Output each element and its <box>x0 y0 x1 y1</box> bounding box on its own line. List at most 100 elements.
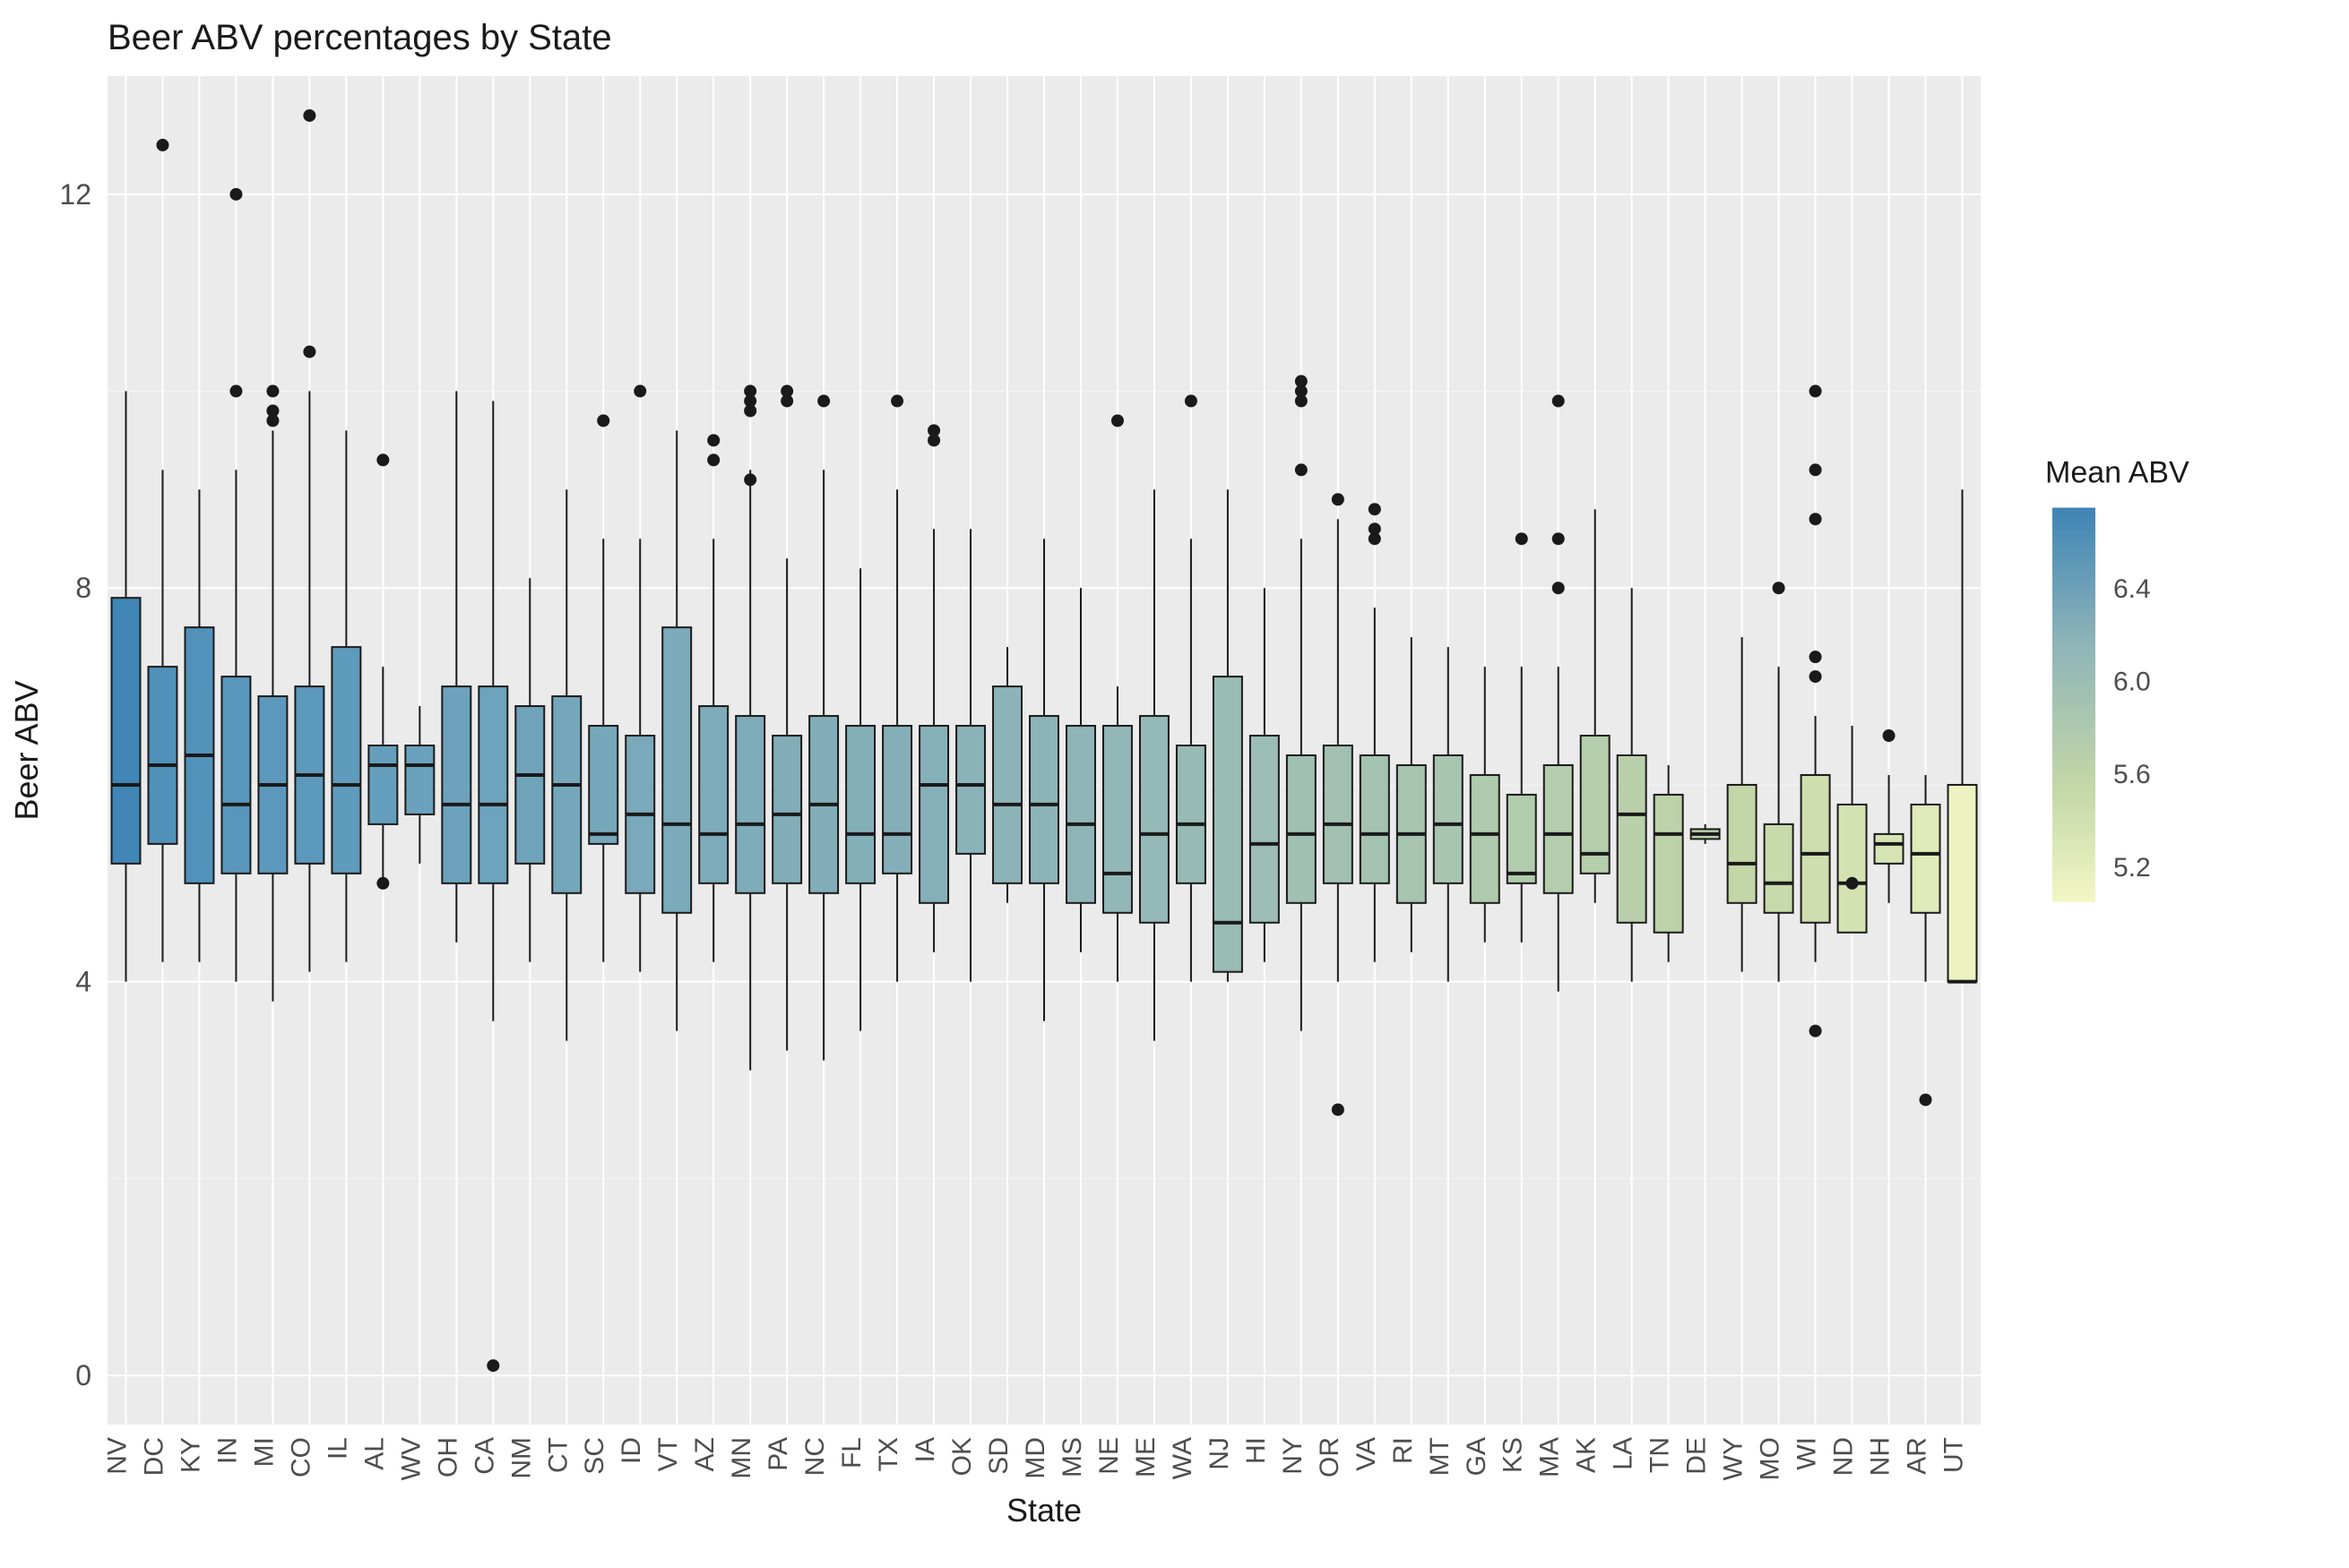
outlier-point <box>303 109 315 122</box>
outlier-point <box>229 385 242 398</box>
boxplot-box <box>1507 795 1536 883</box>
boxplot-box <box>699 706 728 883</box>
outlier-point <box>1369 522 1381 535</box>
outlier-point <box>376 453 389 466</box>
x-tick-label: SC <box>580 1437 609 1475</box>
x-tick-label: PA <box>764 1437 793 1471</box>
boxplot-box <box>736 716 764 893</box>
boxplot-box <box>1912 805 1940 913</box>
outlier-point <box>1809 385 1822 398</box>
x-tick-label: WI <box>1792 1437 1822 1470</box>
chart-container: Beer ABV percentages by State 04812NVDCK… <box>0 0 2349 1568</box>
x-tick-label: HI <box>1241 1437 1271 1464</box>
x-tick-label: ME <box>1131 1437 1161 1478</box>
boxplot-box <box>552 696 581 893</box>
x-tick-label: NJ <box>1205 1437 1234 1470</box>
x-tick-label: RI <box>1388 1437 1418 1464</box>
boxplot-box <box>1103 726 1132 913</box>
x-tick-label: AK <box>1572 1437 1602 1473</box>
boxplot-box <box>846 726 875 883</box>
boxplot-box <box>1067 726 1095 903</box>
boxplot-box <box>993 686 1022 883</box>
boxplot-box <box>1360 755 1389 883</box>
x-axis-label: State <box>1006 1492 1082 1529</box>
boxplot-box <box>1434 755 1463 883</box>
x-tick-label: MD <box>1021 1437 1050 1479</box>
x-tick-label: NE <box>1094 1437 1124 1475</box>
outlier-point <box>1809 463 1822 476</box>
x-tick-label: ID <box>617 1437 646 1464</box>
outlier-point <box>1883 729 1896 742</box>
boxplot-box <box>883 726 911 874</box>
boxplot-box <box>1838 805 1867 933</box>
legend-title: Mean ABV <box>2045 456 2189 490</box>
x-tick-label: MS <box>1058 1437 1087 1478</box>
boxplot-box <box>479 686 507 883</box>
x-tick-label: NV <box>102 1437 132 1475</box>
x-tick-label: KS <box>1498 1437 1528 1473</box>
outlier-point <box>1332 493 1344 505</box>
outlier-point <box>1809 650 1822 663</box>
x-tick-label: GA <box>1462 1437 1491 1476</box>
x-tick-label: OK <box>947 1437 977 1476</box>
outlier-point <box>1809 1025 1822 1038</box>
boxplot-box <box>1213 676 1242 972</box>
x-tick-label: IL <box>323 1437 352 1460</box>
boxplot-box <box>1948 785 1977 982</box>
x-tick-label: MT <box>1425 1437 1455 1476</box>
chart-svg: Beer ABV percentages by State 04812NVDCK… <box>0 0 2349 1568</box>
outlier-point <box>1920 1093 1932 1106</box>
x-tick-label: IA <box>911 1437 940 1462</box>
y-tick-label: 8 <box>75 572 91 604</box>
x-tick-label: NM <box>506 1437 536 1479</box>
outlier-point <box>266 405 279 418</box>
boxplot-box <box>1140 716 1169 923</box>
x-tick-label: VT <box>653 1437 683 1471</box>
outlier-point <box>487 1359 499 1372</box>
boxplot-box <box>1654 795 1683 933</box>
plot-panel: 04812NVDCKYINMICOILALWVOHCANMCTSCIDVTAZM… <box>59 76 1981 1480</box>
boxplot-box <box>589 726 617 844</box>
outlier-point <box>1552 532 1565 545</box>
x-tick-label: LA <box>1609 1437 1638 1470</box>
outlier-point <box>1369 503 1381 515</box>
x-tick-label: MO <box>1756 1437 1785 1480</box>
boxplot-box <box>1287 755 1316 903</box>
x-tick-label: MN <box>727 1437 756 1479</box>
boxplot-box <box>1765 824 1793 913</box>
boxplot-box <box>920 726 948 903</box>
x-tick-label: NY <box>1278 1437 1308 1475</box>
x-tick-label: UT <box>1939 1437 1969 1473</box>
x-tick-label: MI <box>249 1437 279 1467</box>
outlier-point <box>1516 532 1528 545</box>
legend-tick-label: 5.6 <box>2113 760 2151 789</box>
x-tick-label: FL <box>837 1437 867 1469</box>
boxplot-box <box>148 667 177 844</box>
outlier-point <box>597 414 609 426</box>
y-axis-label: Beer ABV <box>8 680 45 820</box>
outlier-point <box>303 346 315 358</box>
y-tick-label: 12 <box>59 178 91 211</box>
x-tick-label: SD <box>984 1437 1014 1475</box>
x-tick-label: DE <box>1682 1437 1712 1475</box>
outlier-point <box>928 424 940 436</box>
x-tick-label: IN <box>212 1437 242 1464</box>
outlier-point <box>1773 582 1785 594</box>
outlier-point <box>1552 582 1565 594</box>
boxplot-box <box>1177 745 1205 883</box>
x-tick-label: OH <box>433 1437 462 1478</box>
x-tick-label: WY <box>1719 1437 1749 1480</box>
x-tick-label: WA <box>1168 1437 1197 1479</box>
boxplot-box <box>1618 755 1646 923</box>
outlier-point <box>744 395 756 408</box>
outlier-point <box>634 385 646 398</box>
legend-tick-label: 6.0 <box>2113 668 2151 697</box>
y-tick-label: 4 <box>75 966 91 998</box>
x-tick-label: VA <box>1352 1437 1381 1471</box>
boxplot-box <box>1728 785 1757 903</box>
x-tick-label: TX <box>874 1437 903 1471</box>
outlier-point <box>817 395 830 408</box>
y-tick-label: 0 <box>75 1359 91 1391</box>
boxplot-box <box>1875 834 1904 864</box>
x-tick-label: NH <box>1866 1437 1896 1476</box>
